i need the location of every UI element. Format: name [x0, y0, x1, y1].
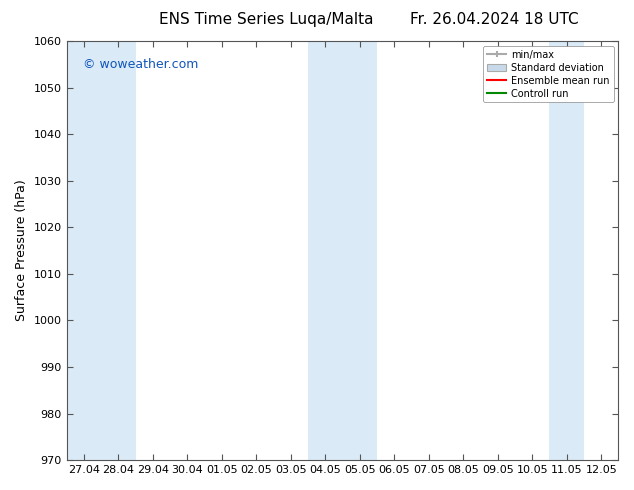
- Y-axis label: Surface Pressure (hPa): Surface Pressure (hPa): [15, 180, 28, 321]
- Text: Fr. 26.04.2024 18 UTC: Fr. 26.04.2024 18 UTC: [410, 12, 579, 27]
- Bar: [342, 41, 377, 460]
- Bar: [550, 41, 584, 460]
- Bar: [308, 41, 342, 460]
- Bar: [67, 41, 101, 460]
- Text: © woweather.com: © woweather.com: [83, 58, 198, 71]
- Bar: [101, 41, 136, 460]
- Text: ENS Time Series Luqa/Malta: ENS Time Series Luqa/Malta: [159, 12, 373, 27]
- Legend: min/max, Standard deviation, Ensemble mean run, Controll run: min/max, Standard deviation, Ensemble me…: [483, 46, 614, 102]
